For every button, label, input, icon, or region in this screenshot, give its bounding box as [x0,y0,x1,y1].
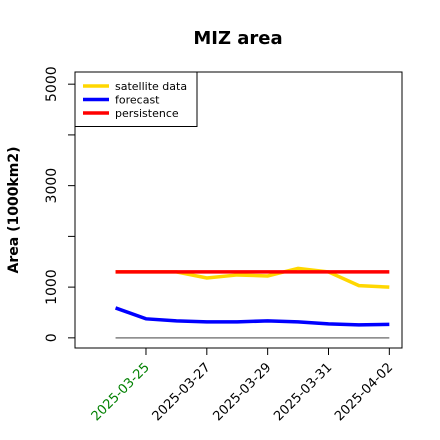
legend-label: forecast [115,94,160,107]
legend-label: persistence [115,107,179,120]
x-tick-label: 2025-04-02 [332,360,396,424]
x-tick-label: 2025-03-31 [271,360,335,424]
series-line [114,306,390,327]
legend-label: satellite data [115,80,187,93]
chart-title: MIZ area [193,28,282,49]
x-tick-label: 2025-03-27 [150,360,214,424]
y-tick-label: 5000 [44,66,60,102]
y-tick-label: 0 [44,333,60,342]
plot-frame [74,71,403,349]
x-tick-label: 2025-03-29 [210,360,274,424]
y-tick-label: 1000 [44,269,60,305]
x-tick-label: 2025-03-25 [89,360,153,424]
y-axis-label: Area (1000km2) [6,147,22,274]
y-tick-label: 3000 [44,168,60,204]
